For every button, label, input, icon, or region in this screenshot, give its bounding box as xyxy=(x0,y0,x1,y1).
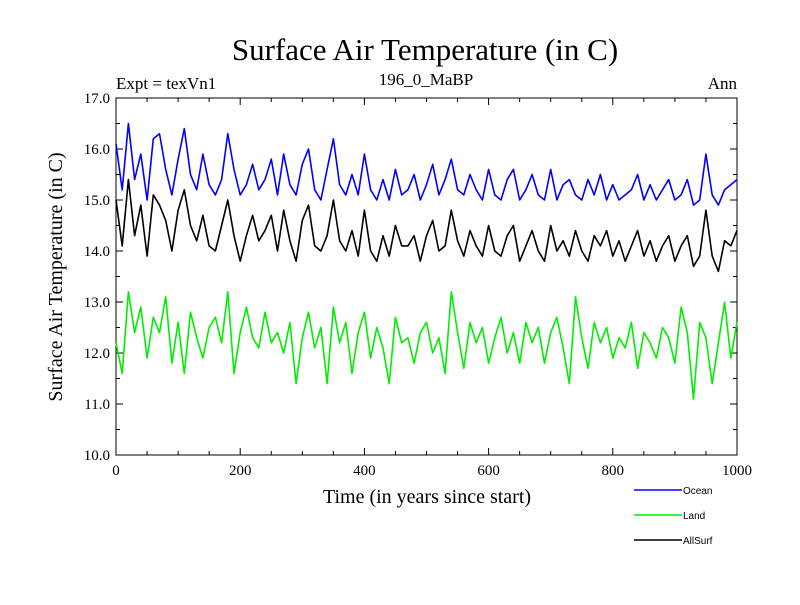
y-tick-label: 12.0 xyxy=(84,346,110,362)
y-tick-label: 16.0 xyxy=(84,142,110,158)
x-tick-label: 600 xyxy=(477,463,500,479)
data-series xyxy=(115,122,738,400)
axis-ticks: 0 200 400 600 800 1000 10.0 11.0 12.0 13.0 14.0 15.… xyxy=(84,91,752,479)
y-tick-label: 15.0 xyxy=(84,193,110,209)
x-tick-label: 1000 xyxy=(722,463,752,479)
plot-frame xyxy=(115,97,738,456)
x-axis-title: Time (in years since start) xyxy=(323,486,531,508)
y-tick-label: 17.0 xyxy=(84,91,110,107)
series-line-allsurf xyxy=(115,178,738,273)
season-label: Ann xyxy=(708,74,738,93)
legend-label-ocean: Ocean xyxy=(683,486,712,497)
experiment-label: Expt = texVn1 xyxy=(116,74,216,93)
chart-title: Surface Air Temperature (in C) xyxy=(232,32,618,67)
y-tick-label: 13.0 xyxy=(84,295,110,311)
y-tick-label: 14.0 xyxy=(84,244,110,260)
legend-label-allsurf: AllSurf xyxy=(683,536,713,547)
period-label: 196_0_MaBP xyxy=(379,70,473,89)
series-line-land xyxy=(115,290,738,400)
y-tick-label: 10.0 xyxy=(84,448,110,464)
x-tick-label: 400 xyxy=(353,463,376,479)
x-tick-label: 200 xyxy=(229,463,252,479)
y-axis-title: Surface Air Temperature (in C) xyxy=(45,152,67,401)
legend-label-land: Land xyxy=(683,511,705,522)
x-tick-label: 0 xyxy=(112,463,120,479)
legend: Ocean Land AllSurf xyxy=(634,486,713,547)
x-tick-label: 800 xyxy=(602,463,625,479)
y-tick-label: 11.0 xyxy=(84,397,110,413)
series-line-ocean xyxy=(115,122,738,206)
